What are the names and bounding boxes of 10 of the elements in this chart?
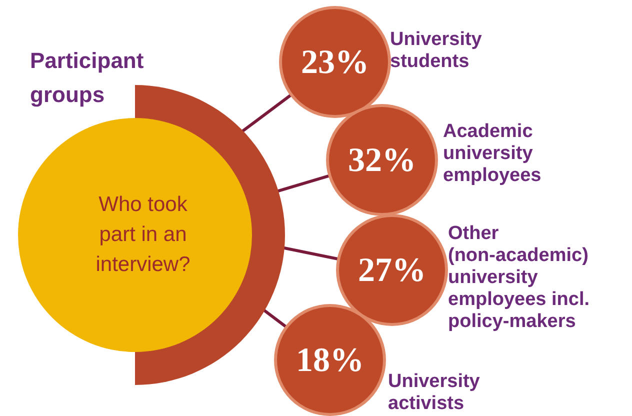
category-label: Academic university employees: [443, 121, 542, 186]
data-label: 27%: [358, 252, 426, 289]
data-label: 32%: [348, 142, 416, 179]
category-label: University activists: [388, 371, 480, 414]
data-label: 18%: [296, 342, 364, 379]
text: Who took part in an interview?: [96, 192, 190, 276]
data-label: 23%: [301, 44, 369, 81]
category-label: University students: [390, 29, 482, 72]
text: Participant groups: [30, 48, 144, 108]
category-label: Other (non-academic) university employees incl. policy-makers: [448, 223, 590, 332]
